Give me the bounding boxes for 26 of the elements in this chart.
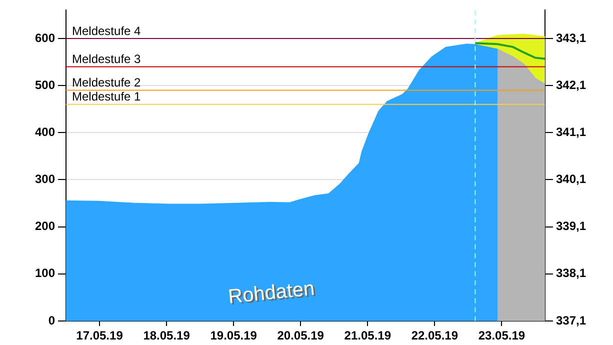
y-tick-label: 400 xyxy=(34,124,56,139)
y2-tick-label: 337,1 xyxy=(556,313,586,328)
ref-line-label: Meldestufe 2 xyxy=(72,76,142,90)
y2-tick-label: 343,1 xyxy=(556,30,586,45)
x-tick-label: 17.05.19 xyxy=(76,328,124,343)
y2-tick-label: 342,1 xyxy=(556,78,586,92)
x-tick-label: 20.05.19 xyxy=(277,328,324,343)
y-tick-label: 500 xyxy=(34,78,56,92)
x-tick-label: 19.05.19 xyxy=(210,328,258,343)
y2-tick-label: 339,1 xyxy=(556,219,586,234)
annotation: Rohdaten xyxy=(228,279,318,310)
y2-tick-label: 338,1 xyxy=(556,266,586,280)
y-tick-label: 0 xyxy=(48,313,56,328)
ref-line-label: Meldestufe 3 xyxy=(72,52,142,66)
y-tick-label: 100 xyxy=(34,266,56,280)
x-tick-label: 23.05.19 xyxy=(478,328,526,343)
y-tick-label: 600 xyxy=(34,30,56,45)
ref-line-label: Meldestufe 4 xyxy=(72,24,142,38)
y-tick-label: 300 xyxy=(34,172,56,186)
y-tick-label: 200 xyxy=(34,219,56,234)
x-tick-label: 21.05.19 xyxy=(344,328,392,343)
y2-tick-label: 341,1 xyxy=(556,124,586,139)
x-tick-label: 18.05.19 xyxy=(143,328,190,343)
y2-tick-label: 340,1 xyxy=(556,172,586,186)
x-tick-label: 22.05.19 xyxy=(411,328,458,343)
ref-line-label: Meldestufe 1 xyxy=(72,90,142,104)
